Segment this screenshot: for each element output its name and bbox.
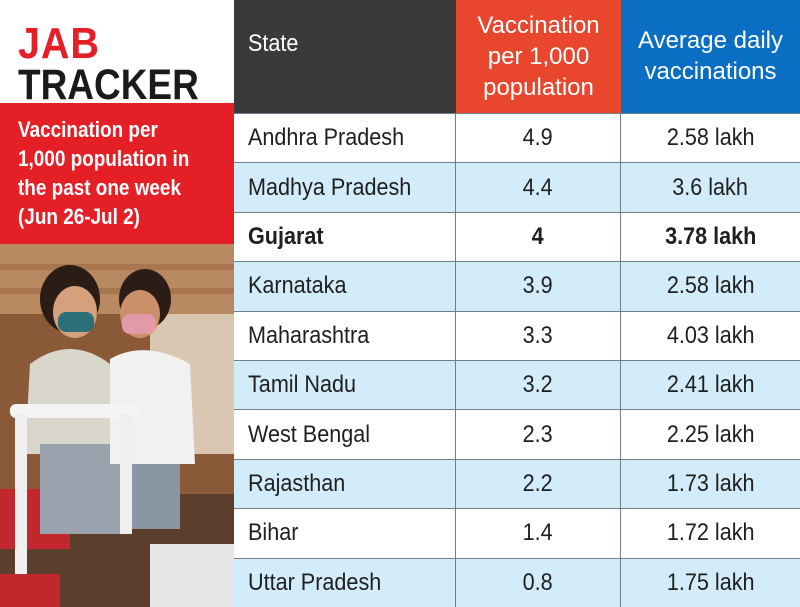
cell-state: Tamil Nadu (234, 360, 456, 410)
cell-vaccination-per-1000: 4.9 (456, 114, 621, 163)
table-row: Karnataka 3.9 2.58 lakh (234, 261, 800, 311)
vaccination-table: State Vaccination per 1,000 population A… (234, 0, 800, 607)
cell-state: Madhya Pradesh (234, 163, 456, 212)
vaccination-photo-illustration (0, 244, 234, 607)
cell-average-daily: 2.58 lakh (621, 262, 800, 310)
cell-state-text: Rajasthan (248, 469, 346, 497)
cell-average-daily-text: 2.58 lakh (666, 124, 755, 152)
cell-average-daily-text: 1.73 lakh (666, 469, 755, 497)
header-vacc-label: Vaccination per 1,000 population (456, 0, 621, 103)
header-vacc-line: population (483, 74, 594, 101)
cell-average-daily: 1.75 lakh (621, 559, 800, 607)
cell-state-text: Tamil Nadu (248, 371, 357, 399)
cell-vaccination-per-1000-text: 3.9 (522, 272, 554, 300)
cell-vaccination-per-1000: 3.2 (456, 360, 621, 410)
description-line: (Jun 26-Jul 2) (18, 204, 140, 229)
cell-state: Rajasthan (234, 459, 456, 509)
cell-state-text: Maharashtra (248, 321, 370, 349)
table-body: Andhra Pradesh 4.9 2.58 lakh Madhya Pradesh… (234, 113, 800, 607)
cell-vaccination-per-1000: 2.3 (456, 410, 621, 459)
cell-vaccination-per-1000-text: 3.3 (522, 321, 554, 349)
header-vaccination-per-1000: Vaccination per 1,000 population (456, 0, 621, 113)
table-row: Uttar Pradesh 0.8 1.75 lakh (234, 557, 800, 607)
description-text: Vaccination per 1,000 population in the … (18, 115, 202, 231)
logo-box: JAB TRACKER (4, 8, 230, 107)
cell-average-daily: 1.73 lakh (621, 460, 800, 508)
header-avg-label: Average daily vaccinations (621, 0, 800, 87)
cell-state: Karnataka (234, 262, 456, 311)
cell-vaccination-per-1000-text: 4.4 (522, 173, 554, 201)
cell-state-text: Karnataka (248, 272, 347, 300)
cell-vaccination-per-1000-text: 3.2 (522, 371, 554, 399)
cell-average-daily-text: 1.72 lakh (666, 519, 755, 547)
description-box: Vaccination per 1,000 population in the … (0, 103, 234, 244)
cell-average-daily: 1.72 lakh (621, 509, 800, 557)
table-row: Tamil Nadu 3.2 2.41 lakh (234, 359, 800, 410)
table-row: Gujarat 4 3.78 lakh (234, 211, 800, 262)
cell-state-text: Bihar (248, 519, 299, 547)
cell-average-daily-text: 2.25 lakh (666, 420, 755, 448)
cell-state: Andhra Pradesh (234, 114, 456, 163)
cell-average-daily: 3.78 lakh (621, 213, 800, 261)
vaccination-photo (0, 244, 234, 607)
header-avg-line: vaccinations (644, 58, 777, 85)
cell-vaccination-per-1000: 0.8 (456, 558, 621, 607)
cell-average-daily-text: 4.03 lakh (666, 321, 755, 349)
cell-average-daily-text: 2.41 lakh (666, 371, 755, 399)
cell-average-daily: 2.58 lakh (621, 114, 800, 162)
cell-state-text: Uttar Pradesh (248, 568, 382, 596)
cell-vaccination-per-1000: 4 (456, 212, 621, 262)
cell-average-daily-text: 3.78 lakh (664, 222, 757, 250)
cell-vaccination-per-1000-text: 4 (531, 222, 545, 250)
cell-average-daily-text: 1.75 lakh (666, 568, 755, 596)
cell-vaccination-per-1000: 4.4 (456, 163, 621, 212)
header-state-label: State (248, 30, 299, 57)
table-row: Madhya Pradesh 4.4 3.6 lakh (234, 162, 800, 212)
table-row: Rajasthan 2.2 1.73 lakh (234, 458, 800, 509)
header-vacc-line: per 1,000 (487, 43, 590, 70)
description-line: 1,000 population in (18, 146, 190, 171)
cell-vaccination-per-1000: 3.3 (456, 311, 621, 360)
cell-vaccination-per-1000-text: 0.8 (522, 568, 554, 596)
cell-average-daily: 4.03 lakh (621, 312, 800, 360)
cell-vaccination-per-1000: 2.2 (456, 459, 621, 509)
cell-average-daily-text: 2.58 lakh (666, 272, 755, 300)
logo-line-tracker: TRACKER (18, 61, 199, 109)
cell-state-text: Andhra Pradesh (248, 124, 405, 152)
header-state: State (234, 0, 456, 113)
cell-state-text: West Bengal (248, 420, 371, 448)
header-vacc-line: Vaccination (477, 12, 600, 39)
cell-vaccination-per-1000: 3.9 (456, 262, 621, 311)
header-average-daily: Average daily vaccinations (621, 0, 800, 113)
cell-state: Bihar (234, 509, 456, 558)
cell-average-daily: 2.25 lakh (621, 410, 800, 458)
cell-vaccination-per-1000-text: 1.4 (522, 519, 554, 547)
logo: JAB TRACKER (0, 0, 234, 107)
description-line: Vaccination per (18, 117, 158, 142)
cell-average-daily: 2.41 lakh (621, 361, 800, 409)
cell-vaccination-per-1000-text: 2.3 (522, 420, 554, 448)
table-row: Andhra Pradesh 4.9 2.58 lakh (234, 113, 800, 163)
cell-state: Maharashtra (234, 311, 456, 360)
cell-state-text: Gujarat (248, 222, 324, 250)
cell-average-daily-text: 3.6 lakh (672, 173, 749, 201)
cell-state: West Bengal (234, 410, 456, 459)
table-row: West Bengal 2.3 2.25 lakh (234, 409, 800, 459)
cell-vaccination-per-1000-text: 4.9 (522, 124, 554, 152)
cell-vaccination-per-1000-text: 2.2 (522, 469, 554, 497)
table-row: Maharashtra 3.3 4.03 lakh (234, 310, 800, 360)
header-avg-line: Average daily (638, 27, 783, 54)
description-line: the past one week (18, 175, 181, 200)
left-panel: JAB TRACKER Vaccination per 1,000 popula… (0, 0, 234, 607)
cell-state: Gujarat (234, 212, 456, 262)
cell-average-daily: 3.6 lakh (621, 163, 800, 211)
logo-line-jab: JAB (18, 19, 100, 68)
cell-state-text: Madhya Pradesh (248, 173, 412, 201)
table-row: Bihar 1.4 1.72 lakh (234, 508, 800, 558)
cell-vaccination-per-1000: 1.4 (456, 509, 621, 558)
cell-state: Uttar Pradesh (234, 558, 456, 607)
